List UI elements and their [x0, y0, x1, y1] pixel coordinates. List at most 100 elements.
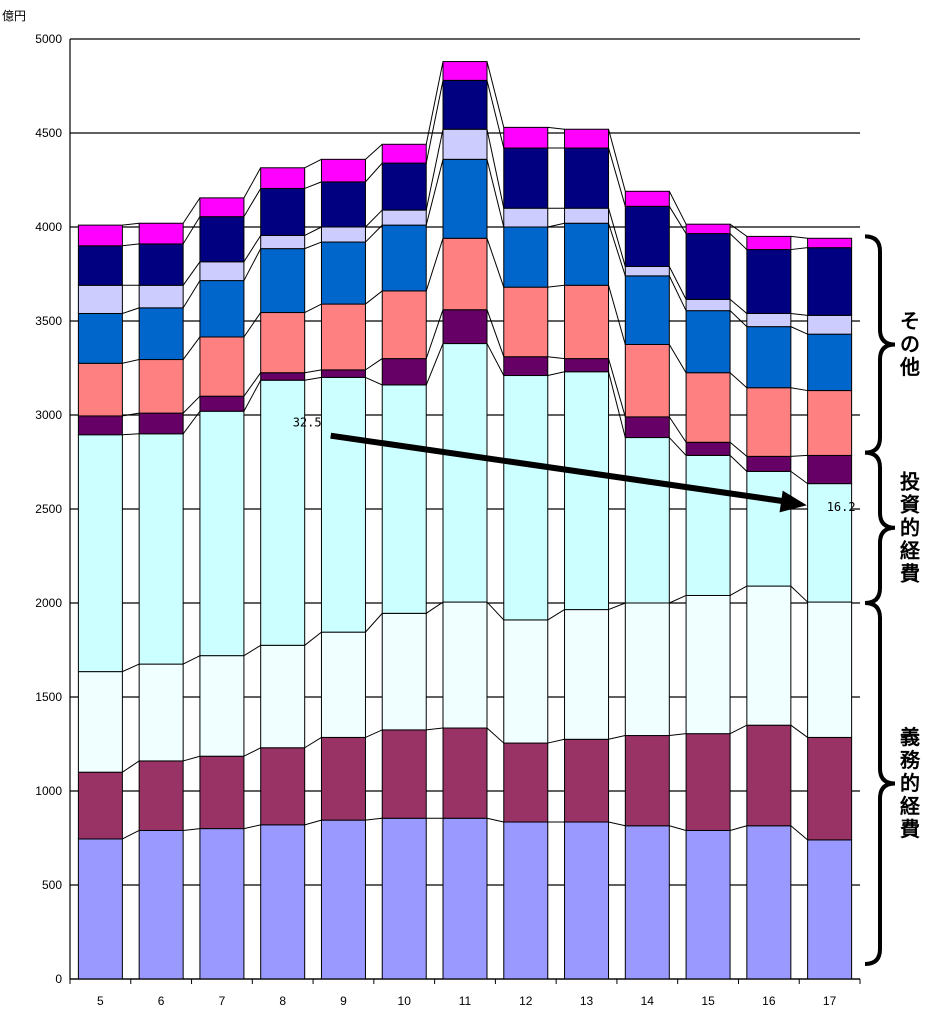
bar-seg-s0-6 [138, 829, 184, 980]
bar-seg-s9-17 [807, 237, 853, 249]
tick-labels: 0 500 1000 1500 2000 2500 3000 3500 4000 4500 5000… [35, 32, 836, 1008]
bar-seg-s7-15 [685, 298, 731, 312]
bar-seg-s7-9 [320, 226, 366, 243]
bar-seg-s4-7 [199, 395, 245, 412]
bracket-label-2: 義務的経費 [900, 725, 921, 841]
x-tick-17: 17 [823, 994, 837, 1008]
bar-seg-s8-7 [199, 216, 245, 263]
connector-8-8 [608, 208, 626, 267]
bar-seg-s0-11 [442, 817, 488, 980]
connector-4-10 [365, 143, 383, 160]
bar-seg-s9-6 [138, 222, 184, 245]
connector-8-4 [608, 371, 626, 438]
connector-9-9 [668, 206, 687, 234]
connector-10-1 [729, 825, 747, 831]
bar-seg-s2-15 [685, 594, 731, 735]
connector-9-6 [668, 344, 687, 373]
connector-4-4 [365, 376, 383, 386]
connector-0-9 [122, 243, 140, 247]
bar-seg-s8-13 [564, 147, 610, 209]
bar-seg-s3-5 [77, 434, 123, 673]
bar-seg-s1-17 [807, 736, 853, 841]
connector-6-9 [486, 80, 505, 149]
connector-9-3 [669, 595, 687, 604]
connector-1-10 [182, 197, 201, 224]
connector-0-10 [122, 222, 140, 226]
connector-6-5 [486, 309, 505, 357]
x-tick-12: 12 [519, 994, 533, 1008]
connector-6-6 [486, 238, 505, 288]
connector-10-10 [729, 223, 748, 237]
connector-11-6 [790, 387, 808, 392]
bar-seg-s5-16 [746, 387, 792, 457]
connector-8-10 [608, 129, 626, 192]
bar-seg-s9-10 [381, 143, 427, 164]
bar-seg-s7-13 [564, 207, 610, 224]
connector-1-1 [183, 828, 200, 831]
bar-seg-s3-6 [138, 433, 184, 665]
bar-seg-s2-17 [807, 601, 853, 738]
connector-3-10 [304, 158, 322, 169]
bar-seg-s6-7 [199, 280, 245, 338]
annotations: 32.5 16.2 [293, 415, 856, 514]
bar-seg-s7-14 [624, 265, 670, 277]
bar-seg-s8-17 [807, 247, 853, 316]
bar-seg-s1-7 [199, 755, 245, 830]
y-tick-500: 500 [42, 878, 62, 892]
bar-seg-s2-7 [199, 655, 245, 757]
connector-3-7 [304, 241, 322, 250]
y-tick-2000: 2000 [35, 596, 62, 610]
bar-seg-s6-13 [564, 222, 610, 286]
trend-arrow-shaft [330, 432, 792, 506]
bar-seg-s9-11 [442, 61, 488, 81]
connector-0-1 [122, 830, 140, 840]
connector-8-7 [608, 223, 626, 277]
connector-10-7 [729, 310, 748, 328]
bar-seg-s2-10 [381, 612, 427, 731]
bar-seg-s6-8 [260, 248, 306, 314]
bar-seg-s3-17 [807, 483, 853, 603]
bar-seg-s0-16 [746, 825, 792, 980]
bar-seg-s9-9 [320, 158, 366, 183]
connector-4-1 [365, 817, 383, 821]
x-tick-5: 5 [97, 994, 104, 1008]
bar-seg-s4-8 [260, 372, 306, 381]
bar-seg-s1-6 [138, 760, 184, 831]
connector-0-6 [122, 359, 140, 364]
bar-seg-s9-12 [503, 126, 549, 149]
connector-6-8 [486, 129, 505, 209]
connector-1-7 [182, 280, 201, 309]
connector-5-9 [425, 80, 444, 164]
x-tick-16: 16 [762, 994, 776, 1008]
connector-1-4 [182, 410, 201, 435]
bar-seg-s9-16 [746, 235, 792, 251]
connector-6-3 [486, 601, 505, 621]
bar-seg-s5-9 [320, 303, 366, 371]
connector-2-4 [243, 379, 262, 412]
bar-seg-s5-11 [442, 237, 488, 311]
bar-seg-s3-16 [746, 470, 792, 587]
connector-3-5 [304, 369, 322, 374]
connector-5-2 [426, 727, 444, 731]
connector-2-9 [243, 188, 262, 217]
connector-11-10 [790, 235, 808, 239]
bar-seg-s5-6 [138, 359, 184, 414]
y-tick-4000: 4000 [35, 220, 62, 234]
y-tick-4500: 4500 [35, 126, 62, 140]
connector-10-4 [729, 455, 748, 472]
bracket-1 [864, 450, 896, 605]
bar-seg-s7-16 [746, 312, 792, 328]
bar-seg-s9-5 [77, 224, 123, 247]
bar-seg-s2-13 [564, 609, 610, 740]
bar-seg-s4-12 [503, 356, 549, 377]
bracket-label-0: その他 [899, 309, 920, 379]
bar-seg-s7-6 [138, 284, 184, 309]
bar-seg-s8-16 [746, 249, 792, 314]
x-tick-7: 7 [219, 994, 226, 1008]
bar-seg-s4-11 [442, 309, 488, 345]
x-tick-15: 15 [701, 994, 715, 1008]
connector-5-7 [425, 159, 444, 226]
bar-seg-s8-11 [442, 79, 488, 130]
connector-7-7 [547, 222, 565, 228]
bracket-0 [864, 234, 896, 455]
